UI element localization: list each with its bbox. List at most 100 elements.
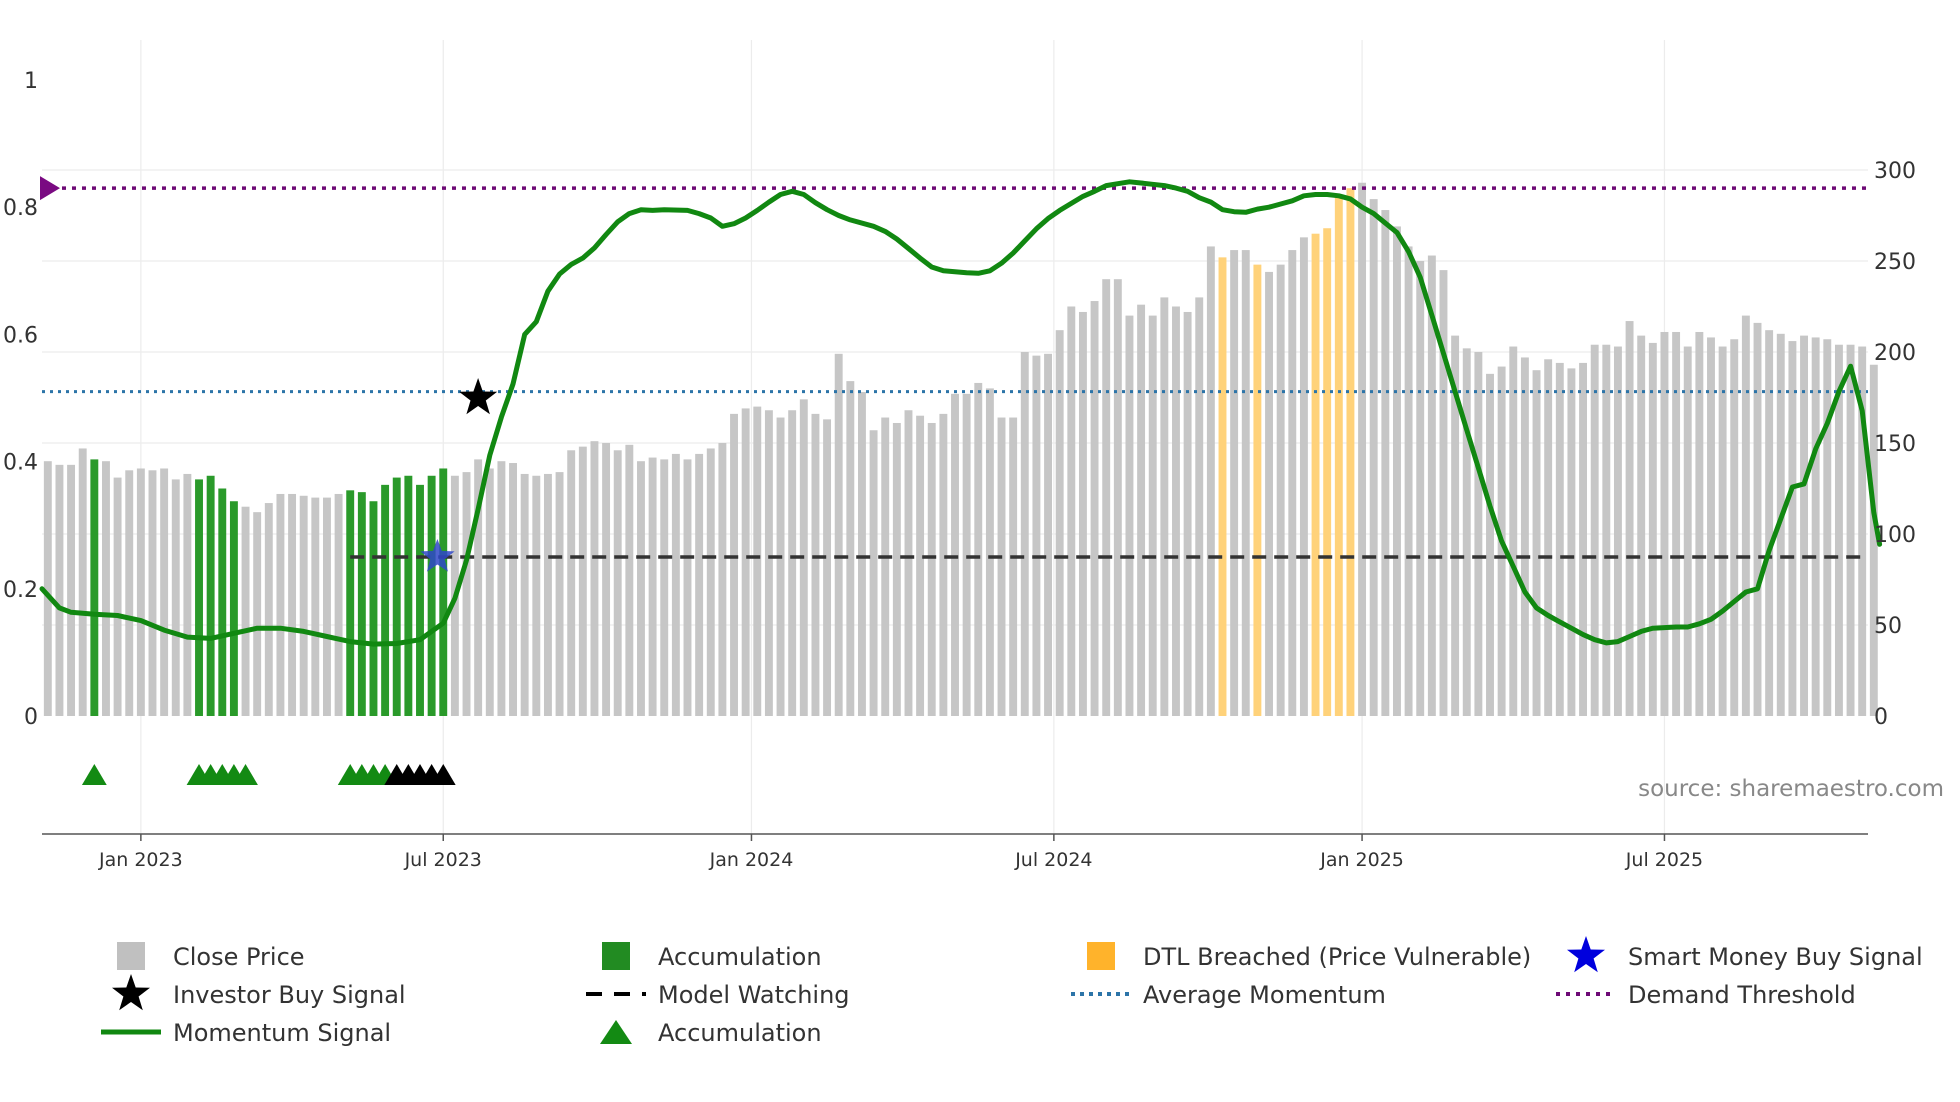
close-price-bar (1172, 306, 1180, 716)
signal-lines (39, 176, 1883, 647)
accumulation-bar (404, 475, 413, 716)
accumulation-bar (381, 484, 390, 716)
close-price-bar (1590, 344, 1599, 716)
close-price-bar (1067, 306, 1076, 716)
close-price-bar (858, 392, 866, 716)
close-price-bar (613, 450, 622, 716)
source-label: source: sharemaestro.com (1638, 776, 1944, 802)
close-price-bar (67, 464, 76, 716)
legend-label: Close Price (173, 943, 305, 971)
close-price-bar (1288, 250, 1297, 716)
momentum-signal-line (39, 179, 1883, 647)
right-tick-label: 300 (1874, 159, 1916, 184)
legend-label: DTL Breached (Price Vulnerable) (1143, 943, 1531, 971)
close-price-bar (160, 468, 169, 716)
dtl-breached-bar (1323, 228, 1332, 717)
close-price-bar (1707, 337, 1715, 716)
close-price-bar (113, 477, 122, 716)
legend-item-investor-buy: Investor Buy Signal (112, 974, 406, 1011)
close-price-bar (1788, 341, 1797, 716)
accumulation-bar (392, 477, 401, 716)
accumulation-bar (346, 490, 355, 716)
close-price-bar (1660, 331, 1669, 716)
close-price-bar (1800, 335, 1808, 716)
close-price-bar (1276, 264, 1285, 716)
close-price-bar (334, 493, 343, 716)
legend-item-average-momentum: Average Momentum (1071, 981, 1386, 1009)
close-price-bar (1672, 331, 1681, 716)
close-price-bar (1369, 199, 1378, 716)
close-price-bar (718, 443, 727, 716)
close-price-bar (1567, 368, 1576, 716)
close-price-bar (183, 473, 192, 716)
close-price-bar (311, 497, 320, 716)
close-price-bar (834, 353, 843, 716)
close-price-bar (974, 382, 983, 716)
close-price-bar (1451, 335, 1460, 716)
close-price-bar (1555, 362, 1564, 716)
close-price-bar (730, 413, 738, 716)
close-price-bar (741, 408, 750, 716)
close-price-bar (1613, 346, 1622, 716)
close-price-bar (776, 417, 785, 716)
legend-item-smart-money: Smart Money Buy Signal (1567, 936, 1923, 973)
legend-label: Model Watching (658, 981, 850, 1009)
close-price-bar (241, 506, 250, 716)
legend-label: Momentum Signal (173, 1019, 391, 1047)
accumulation-bar (427, 475, 436, 716)
close-price-bar (1846, 344, 1855, 716)
close-price-bar (1753, 322, 1762, 716)
accumulation-triangle (81, 764, 107, 785)
close-price-bar (997, 417, 1006, 716)
close-price-bar (951, 393, 959, 716)
close-price-bar (881, 417, 890, 716)
legend-swatch (602, 942, 630, 970)
close-price-bar (299, 495, 308, 716)
close-price-bar (474, 459, 483, 716)
close-price-bar (125, 470, 134, 716)
close-price-bar (1265, 271, 1273, 716)
demand-threshold-marker (40, 176, 60, 201)
left-tick-label: 0.8 (3, 196, 38, 221)
left-tick-label: 0 (24, 705, 38, 730)
close-price-bar (602, 443, 611, 716)
close-price-bar (1206, 246, 1215, 716)
close-price-bar (1416, 261, 1425, 716)
close-price-bar (148, 470, 157, 716)
close-price-bar (1055, 330, 1064, 716)
close-price-bar (1358, 182, 1367, 717)
investor-buy-triangle (430, 764, 456, 785)
close-price-bar (1299, 237, 1308, 716)
close-price-bar (1183, 311, 1192, 716)
smart-money-buy-signal-marker (420, 539, 455, 572)
left-tick-label: 0.4 (3, 451, 38, 476)
close-price-bar (1823, 339, 1832, 716)
close-price-bar (648, 457, 657, 716)
close-price-bar (660, 459, 669, 716)
close-price-bar (171, 479, 180, 716)
close-price-bar (567, 450, 576, 716)
right-tick-label: 250 (1874, 250, 1916, 275)
close-price-bar (927, 422, 936, 716)
close-price-bar (1811, 337, 1820, 716)
dtl-breached-bar (1253, 264, 1262, 716)
close-price-bar (555, 472, 564, 716)
x-tick-label: Jan 2023 (98, 849, 183, 871)
accumulation-bar (229, 501, 238, 716)
close-price-bar (578, 446, 587, 716)
close-price-bar (1730, 339, 1739, 716)
close-price-bar (788, 410, 797, 716)
close-price-bar (1241, 250, 1250, 716)
legend: Close Price Accumulation DTL Breached (Pri… (101, 936, 1923, 1047)
close-price-bar (671, 453, 680, 716)
accumulation-bar (218, 488, 227, 716)
close-price-bar (1404, 246, 1413, 716)
close-price-bar (904, 410, 913, 716)
close-price-bar (1544, 359, 1553, 716)
close-price-bar (625, 444, 634, 716)
close-price-bar (1078, 311, 1087, 716)
close-price-bar (1718, 346, 1727, 716)
legend-swatch (112, 974, 150, 1011)
